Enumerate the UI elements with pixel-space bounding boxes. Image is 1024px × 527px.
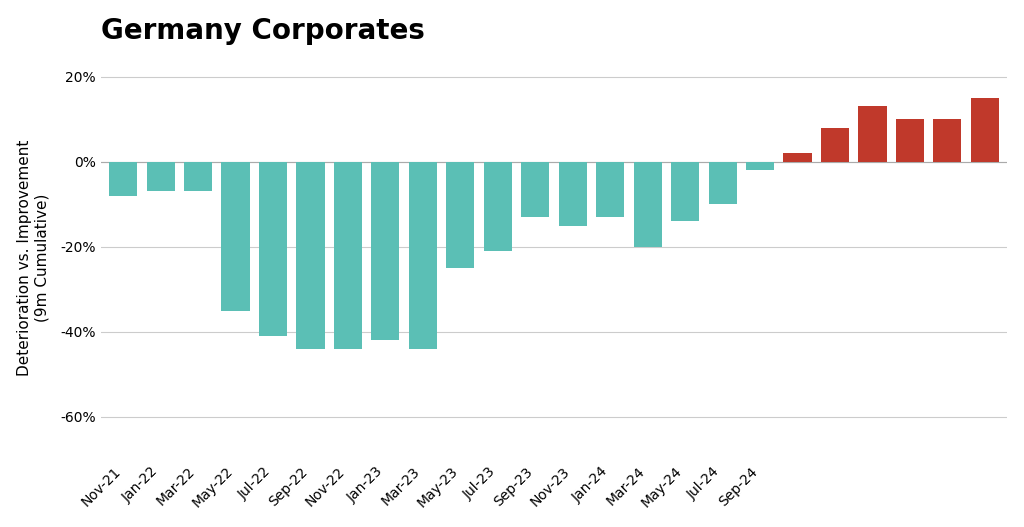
Bar bbox=[896, 119, 924, 162]
Bar bbox=[483, 162, 512, 251]
Bar bbox=[110, 162, 137, 196]
Bar bbox=[521, 162, 549, 217]
Bar bbox=[146, 162, 175, 191]
Bar bbox=[858, 106, 887, 162]
Bar bbox=[709, 162, 736, 204]
Bar bbox=[372, 162, 399, 340]
Bar bbox=[221, 162, 250, 310]
Bar bbox=[933, 119, 962, 162]
Text: Germany Corporates: Germany Corporates bbox=[100, 17, 425, 45]
Bar bbox=[671, 162, 699, 221]
Bar bbox=[259, 162, 287, 336]
Bar bbox=[783, 153, 812, 162]
Bar bbox=[634, 162, 662, 247]
Bar bbox=[596, 162, 625, 217]
Bar bbox=[746, 162, 774, 170]
Bar bbox=[296, 162, 325, 349]
Bar bbox=[184, 162, 212, 191]
Bar bbox=[971, 98, 998, 162]
Bar bbox=[821, 128, 849, 162]
Y-axis label: Deterioration vs. Improvement
(9m Cumulative): Deterioration vs. Improvement (9m Cumula… bbox=[16, 139, 49, 376]
Bar bbox=[446, 162, 474, 268]
Bar bbox=[334, 162, 362, 349]
Bar bbox=[409, 162, 437, 349]
Bar bbox=[559, 162, 587, 226]
